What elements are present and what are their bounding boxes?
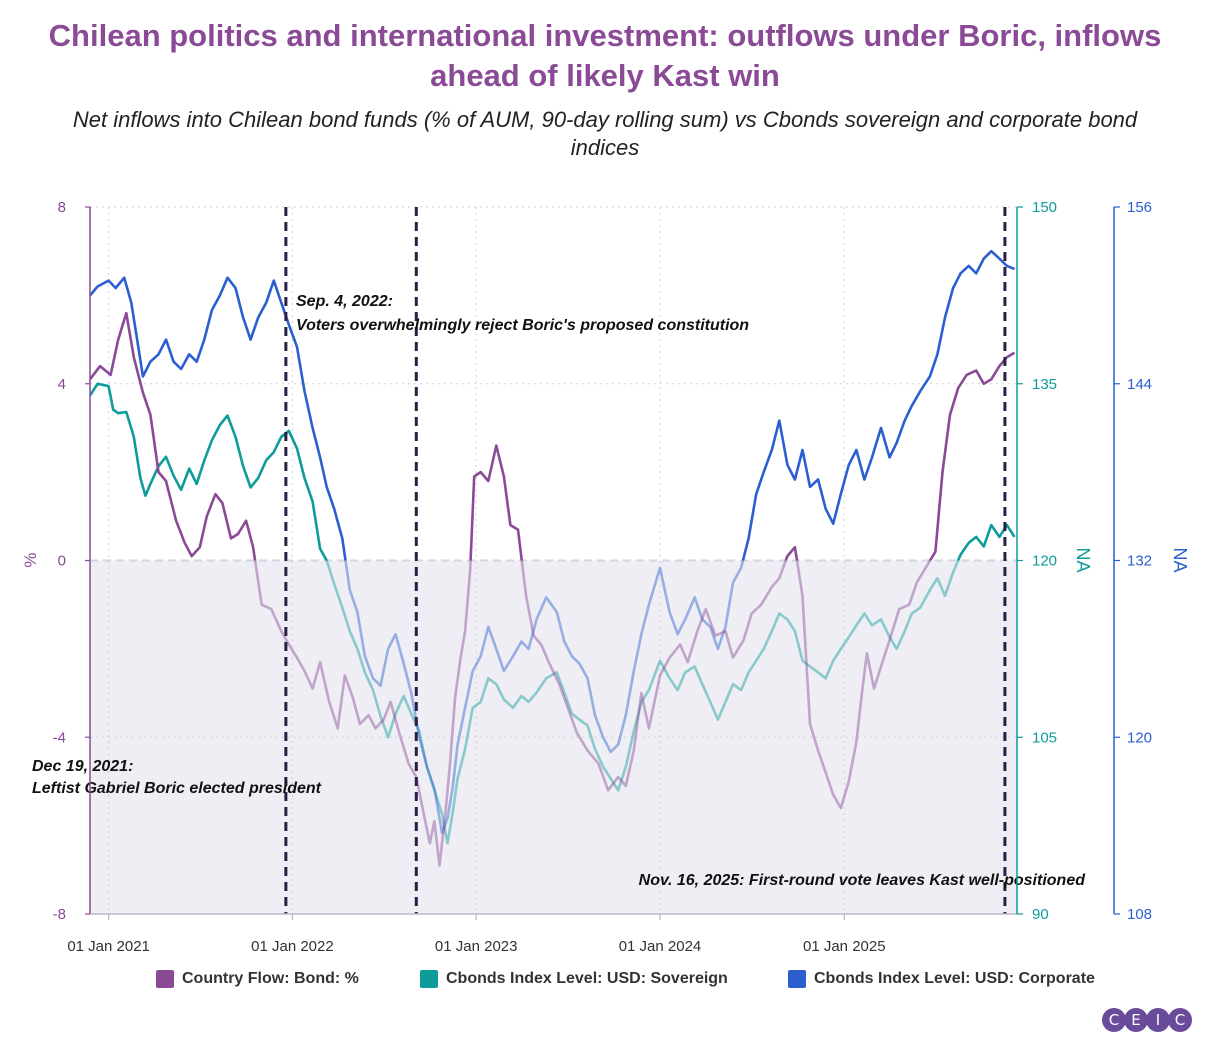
x-tick-label: 01 Jan 2022 [251,938,334,955]
series-line-flow-below-zero [253,560,932,867]
right2-tick-label: 144 [1127,376,1152,393]
chart-canvas: Sep. 4, 2022: Voters overwhelmingly rejec… [21,199,1190,955]
x-tick-label: 01 Jan 2023 [435,938,518,955]
legend-label-flow: Country Flow: Bond: % [182,970,359,987]
legend-label-corporate: Cbonds Index Level: USD: Corporate [814,970,1095,987]
right1-tick-label: 90 [1032,906,1049,923]
annotation-dec-2021-date: Dec 19, 2021: [32,758,133,775]
annotation-sep-2022-date: Sep. 4, 2022: [296,293,393,310]
left-tick-label: 8 [58,199,66,216]
annotation-dec-2021-text: Leftist Gabriel Boric elected president [32,780,322,797]
x-tick-label: 01 Jan 2025 [803,938,886,955]
series-line-corporate [90,249,1015,561]
legend-item-corporate[interactable]: Cbonds Index Level: USD: Corporate [788,970,1095,988]
right2-tick-label: 108 [1127,906,1152,923]
right1-tick-label: 120 [1032,553,1057,570]
left-tick-label: 4 [58,376,66,393]
series-line-corporate-below-zero [344,560,745,835]
chart-subtitle: Net inflows into Chilean bond funds (% o… [72,107,1138,160]
left-axis-title: % [21,552,40,567]
legend-swatch-corporate [788,970,806,988]
annotation-nov-2025-text: Nov. 16, 2025: First-round vote leaves K… [639,872,1087,889]
right2-tick-label: 120 [1127,729,1152,746]
left-tick-label: -4 [53,729,66,746]
right1-tick-label: 150 [1032,199,1057,216]
legend-item-sovereign[interactable]: Cbonds Index Level: USD: Sovereign [420,970,728,988]
right2-tick-label: 156 [1127,199,1152,216]
right1-tick-label: 105 [1032,729,1057,746]
x-tick-label: 01 Jan 2021 [67,938,150,955]
logo-letter-i: I [1146,1008,1170,1032]
logo-letter-c2: C [1168,1008,1192,1032]
right2-axis-title: NA [1170,547,1190,572]
series-line-sovereign [90,382,1016,561]
x-tick-label: 01 Jan 2024 [619,938,702,955]
left-tick-label: 0 [58,553,66,570]
left-tick-label: -8 [53,906,66,923]
legend-swatch-sovereign [420,970,438,988]
logo-letter-c1: C [1102,1008,1126,1032]
right2-tick-label: 132 [1127,553,1152,570]
legend-label-sovereign: Cbonds Index Level: USD: Sovereign [446,970,728,987]
ceic-logo: C E I C [1102,1008,1192,1032]
legend-item-flow[interactable]: Country Flow: Bond: % [156,970,359,988]
logo-letter-e: E [1124,1008,1148,1032]
right1-tick-label: 135 [1032,376,1057,393]
series-line-flow [90,311,1016,561]
chart-title: Chilean politics and international inves… [48,18,1162,93]
legend-swatch-flow [156,970,174,988]
annotation-sep-2022-text: Voters overwhelmingly reject Boric's pro… [296,317,749,334]
right1-axis-title: NA [1073,547,1093,572]
series-line-sovereign-below-zero [325,560,960,845]
